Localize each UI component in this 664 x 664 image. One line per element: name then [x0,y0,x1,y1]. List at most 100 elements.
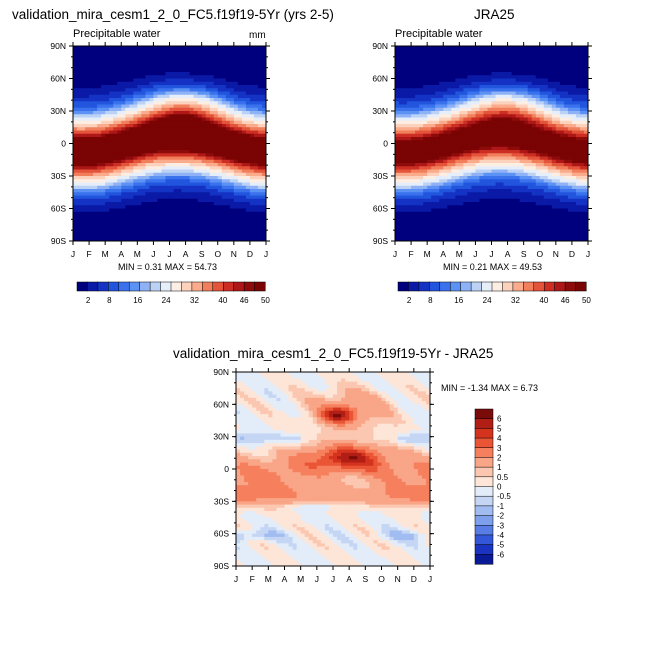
heatmap-cell [419,75,424,79]
heatmap-cell [559,143,565,148]
heatmap-cell [399,124,404,128]
heatmap-cell [253,163,259,167]
heatmap-cell [403,124,408,128]
heatmap-cell [439,120,444,125]
heatmap-cell [479,163,484,167]
heatmap-cell [583,120,589,125]
heatmap-cell [105,140,110,144]
heatmap-cell [407,156,412,161]
heatmap-cell [511,81,517,86]
heatmap-cell [173,166,178,170]
heatmap-cell [185,185,190,190]
heatmap-cell [535,98,541,102]
heatmap-cell [221,224,227,229]
heatmap-cell [229,101,235,105]
heatmap-cell [531,59,537,63]
heatmap-cell [403,156,408,161]
heatmap-cell [499,111,504,115]
heatmap-cell [101,172,106,177]
heatmap-cell [567,107,573,112]
heatmap-cell [225,72,231,76]
heatmap-cell [161,75,166,79]
heatmap-cell [447,114,452,118]
heatmap-cell [575,114,581,118]
heatmap-cell [209,163,215,167]
heatmap-cell [491,49,496,53]
heatmap-cell [431,52,436,57]
heatmap-cell [249,146,255,151]
heatmap-cell [205,49,211,53]
heatmap-cell [213,88,219,92]
heatmap-cell [217,94,223,99]
heatmap-cell [435,153,440,157]
heatmap-cell [451,104,456,109]
heatmap-cell [547,85,553,89]
heatmap-cell [491,101,496,105]
heatmap-cell [197,208,203,213]
heatmap-cell [133,224,138,229]
heatmap-cell [507,52,512,57]
heatmap-cell [527,72,533,76]
heatmap-cell [113,75,118,79]
heatmap-cell [539,78,545,83]
heatmap-cell [137,205,142,209]
heatmap-cell [173,130,178,135]
heatmap-cell [89,231,94,235]
heatmap-cell [459,176,464,180]
heatmap-cell [85,124,90,128]
heatmap-cell [403,98,408,102]
heatmap-cell [435,85,440,89]
heatmap-cell [93,159,98,164]
heatmap-cell [423,140,428,144]
heatmap-cell [567,65,573,70]
heatmap-cell [145,208,150,213]
heatmap-cell [507,130,512,135]
heatmap-cell [511,111,517,115]
heatmap-cell [459,46,464,50]
heatmap-cell [415,101,420,105]
heatmap-cell [93,211,98,216]
heatmap-cell [237,231,243,235]
heatmap-cell [253,166,259,170]
heatmap-cell [209,234,215,239]
heatmap-cell [237,172,243,177]
heatmap-cell [193,221,199,226]
heatmap-cell [177,234,182,239]
heatmap-cell [419,88,424,92]
heatmap-cell [145,46,150,50]
heatmap-cell [443,163,448,167]
heatmap-cell [411,179,416,183]
heatmap-cell [133,133,138,138]
heatmap-cell [205,218,211,222]
heatmap-cell [93,140,98,144]
heatmap-cell [229,159,235,164]
heatmap-cell [535,163,541,167]
heatmap-cell [403,46,408,50]
heatmap-cell [399,140,404,144]
heatmap-cell [81,211,86,216]
heatmap-cell [515,130,521,135]
heatmap-cell [583,137,589,141]
heatmap-cell [503,120,508,125]
heatmap-cell [77,189,82,193]
heatmap-cell [423,68,428,73]
heatmap-cell [129,127,134,131]
heatmap-cell [563,133,569,138]
heatmap-cell [73,91,78,96]
heatmap-cell [483,159,488,164]
heatmap-cell [221,88,227,92]
heatmap-cell [241,94,247,99]
heatmap-cell [547,153,553,157]
heatmap-cell [559,107,565,112]
heatmap-cell [165,156,170,161]
heatmap-cell [89,215,94,219]
heatmap-cell [121,94,126,99]
heatmap-cell [101,150,106,154]
heatmap-cell [563,62,569,66]
heatmap-cell [463,81,468,86]
heatmap-cell [85,195,90,200]
heatmap-cell [229,120,235,125]
heatmap-cell [399,143,404,148]
heatmap-cell [583,143,589,148]
heatmap-cell [125,198,130,203]
